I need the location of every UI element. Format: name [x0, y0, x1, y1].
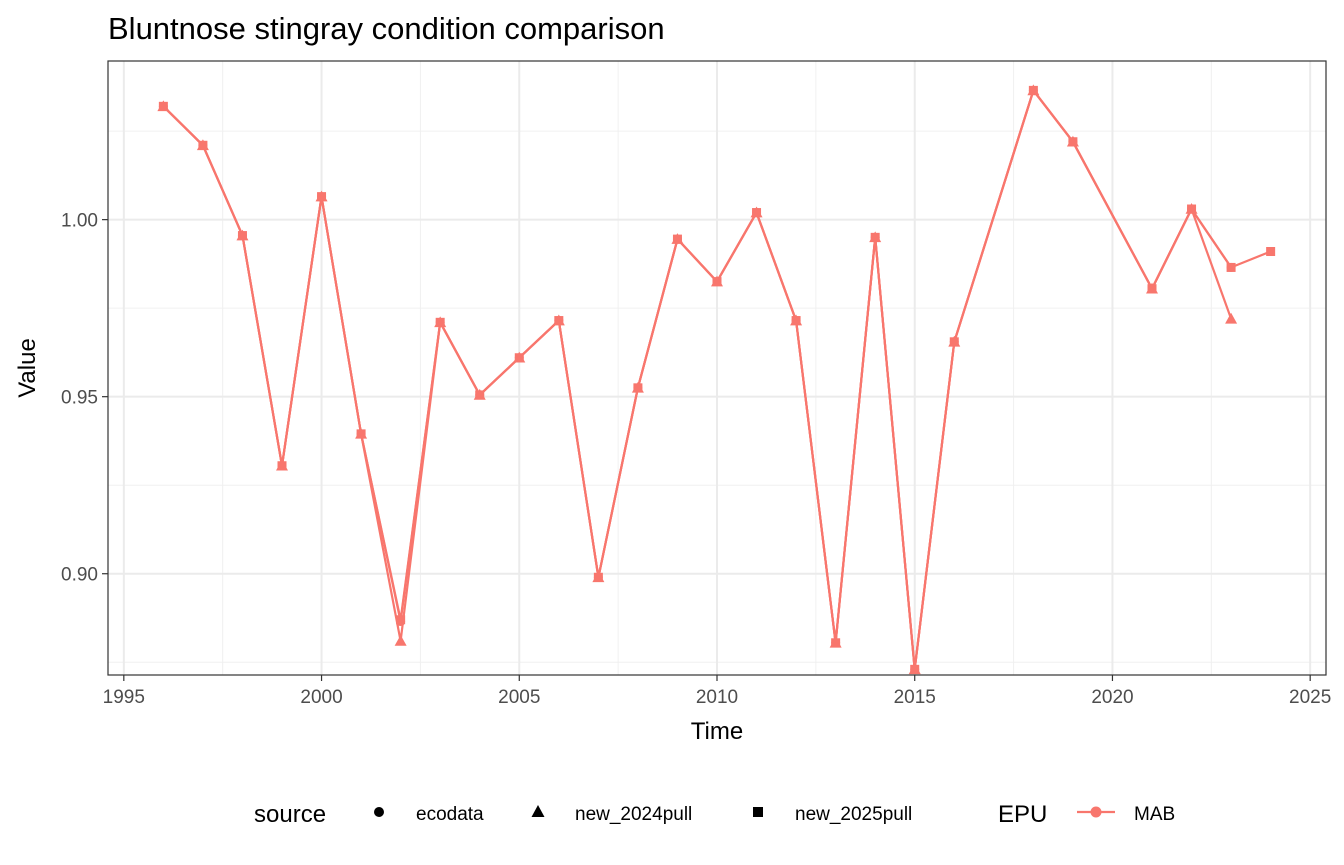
point-new_2025pull: [1266, 247, 1276, 257]
point-new_2025pull: [1187, 204, 1197, 214]
point-new_2025pull: [672, 234, 682, 244]
legend-label-mab: MAB: [1134, 804, 1175, 825]
legend-key-new_2024pull: [531, 805, 545, 817]
point-new_2025pull: [1147, 284, 1157, 294]
point-new_2025pull: [198, 140, 208, 150]
major-gridlines: [108, 61, 1326, 675]
point-new_2025pull: [712, 277, 722, 287]
x-axis-title: Time: [691, 718, 743, 745]
legend-key-new_2025pull: [753, 807, 763, 817]
x-tick-label: 2015: [894, 687, 936, 708]
point-new_2025pull: [752, 208, 762, 218]
x-tick-label: 2000: [300, 687, 342, 708]
legend-key-mab-point: [1090, 806, 1102, 818]
point-new_2025pull: [949, 337, 959, 347]
legend-title-epu: EPU: [998, 801, 1047, 828]
point-new_2025pull: [1226, 262, 1236, 272]
point-new_2025pull: [1068, 137, 1078, 147]
x-tick-label: 2020: [1091, 687, 1133, 708]
point-new_2025pull: [870, 232, 880, 242]
point-new_2025pull: [158, 101, 168, 111]
point-new_2025pull: [593, 572, 603, 582]
point-new_2025pull: [396, 615, 406, 625]
y-tick-label: 1.00: [61, 211, 98, 232]
y-tick-label: 0.95: [61, 388, 98, 409]
legend-label-ecodata: ecodata: [416, 804, 484, 825]
x-tick-label: 2005: [498, 687, 540, 708]
point-new_2025pull: [237, 231, 247, 241]
point-new_2024pull: [1225, 312, 1238, 324]
legend: source ecodata new_2024pull new_2025pull…: [254, 801, 1175, 828]
point-new_2025pull: [277, 461, 287, 471]
x-tick-label: 2010: [696, 687, 738, 708]
y-axis: 0.90 0.95 1.00: [61, 211, 108, 586]
legend-label-new_2025pull: new_2025pull: [795, 804, 912, 825]
point-new_2025pull: [356, 429, 366, 439]
x-tick-label: 1995: [103, 687, 145, 708]
point-new_2025pull: [317, 192, 327, 202]
point-new_2024pull: [394, 635, 407, 646]
legend-key-ecodata: [374, 807, 384, 817]
point-new_2025pull: [1028, 85, 1038, 95]
point-new_2025pull: [791, 316, 801, 326]
y-axis-title: Value: [14, 338, 41, 398]
y-tick-label: 0.90: [61, 565, 98, 586]
point-new_2025pull: [475, 390, 485, 400]
chart-title: Bluntnose stingray condition comparison: [108, 11, 665, 46]
point-new_2025pull: [633, 383, 643, 393]
point-new_2025pull: [554, 316, 564, 326]
point-new_2025pull: [435, 317, 445, 327]
point-new_2025pull: [910, 664, 920, 674]
point-new_2025pull: [831, 638, 841, 648]
x-axis: 1995 2000 2005 2010 2015 2020 2025: [103, 675, 1331, 708]
legend-title-source: source: [254, 801, 326, 828]
point-new_2025pull: [514, 353, 524, 363]
plot-panel: [107, 60, 1327, 676]
series-points: [157, 84, 1276, 675]
x-tick-label: 2025: [1289, 687, 1331, 708]
legend-label-new_2024pull: new_2024pull: [575, 804, 692, 825]
